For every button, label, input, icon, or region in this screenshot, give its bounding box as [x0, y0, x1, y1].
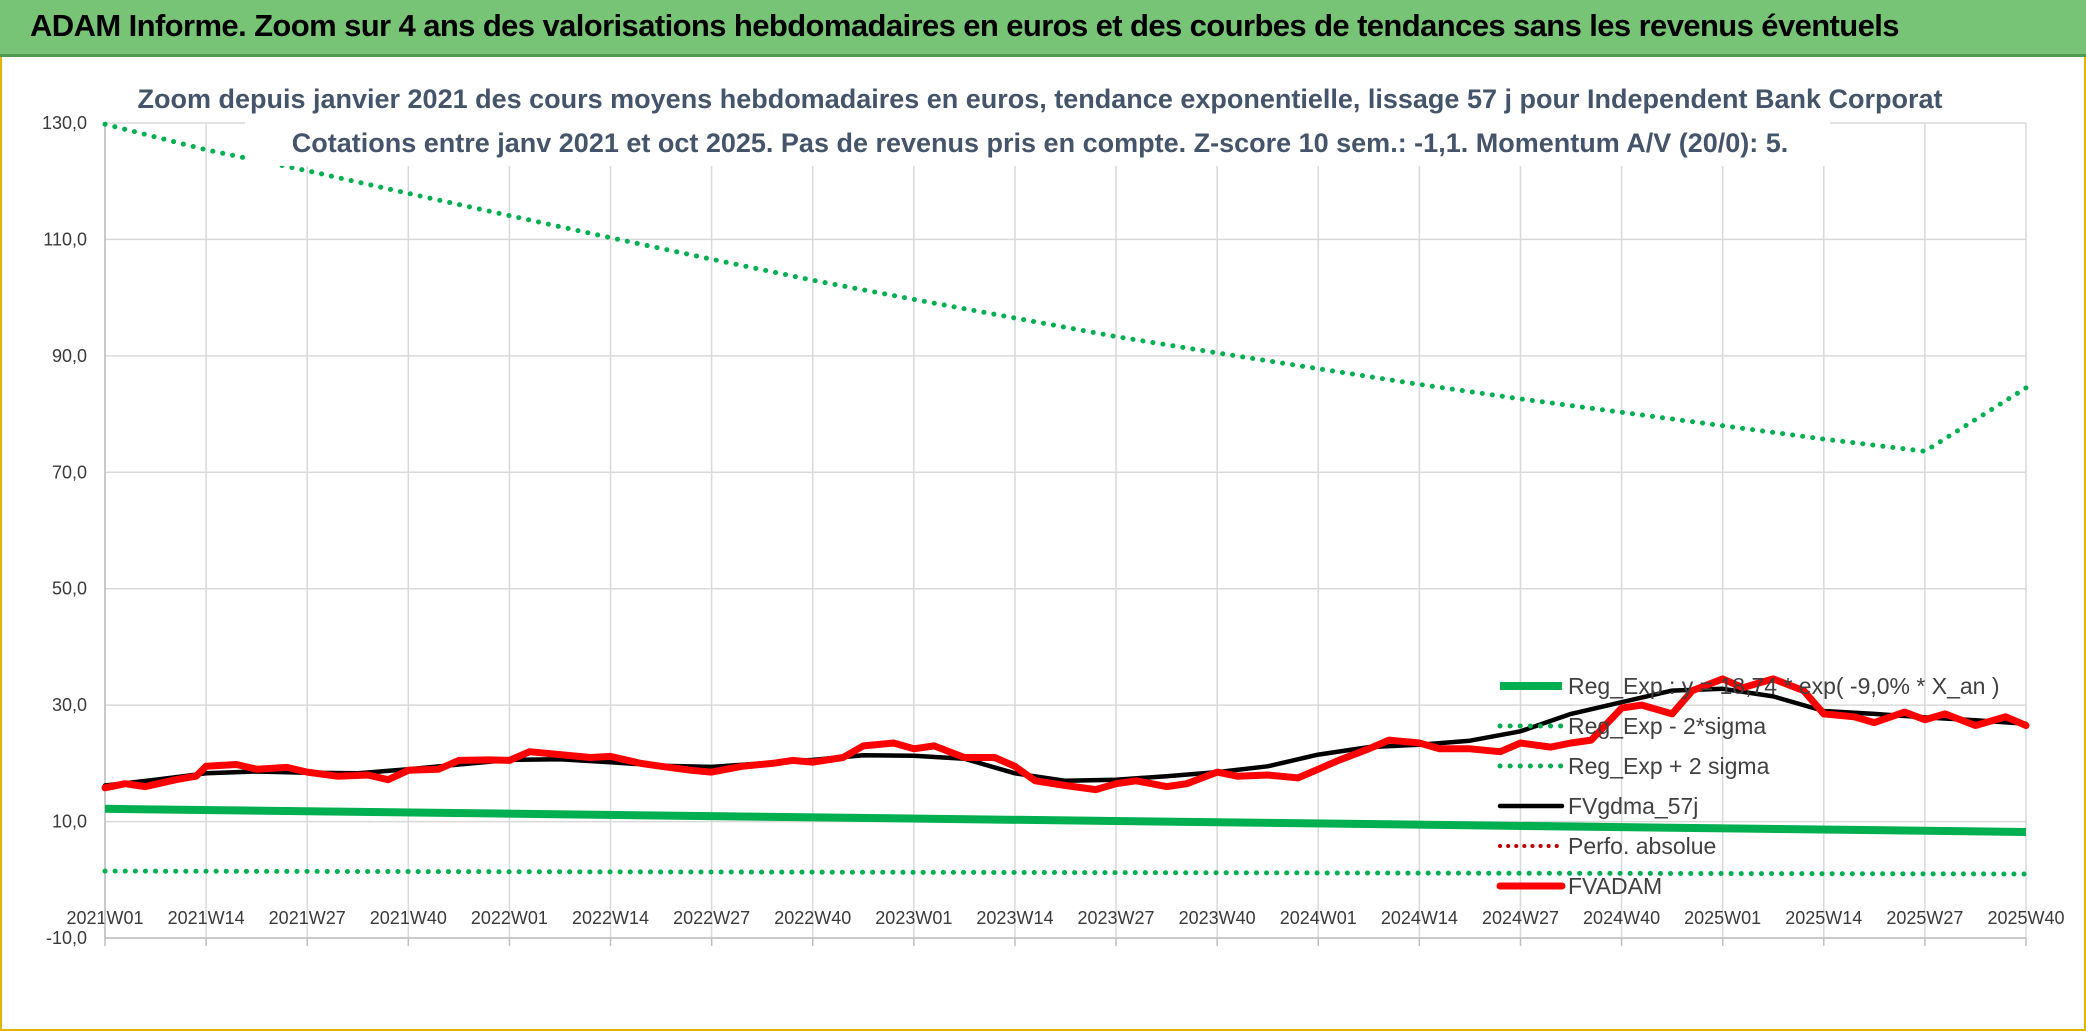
- chart-title-background: [245, 78, 1830, 166]
- legend-label: Perfo. absolue: [1568, 833, 1716, 859]
- y-tick-label: 30,0: [52, 695, 87, 715]
- chart-subtitle: Cotations entre janv 2021 et oct 2025. P…: [292, 128, 1789, 158]
- y-tick-label: 70,0: [52, 462, 87, 482]
- x-tick-label: 2021W27: [269, 908, 346, 928]
- chart-titles: Zoom depuis janvier 2021 des cours moyen…: [137, 78, 1943, 166]
- legend-label: FVADAM: [1568, 873, 1662, 899]
- chart-title: Zoom depuis janvier 2021 des cours moyen…: [137, 84, 1942, 114]
- x-tick-label: 2024W14: [1381, 908, 1458, 928]
- reg-exp-plus-2sigma-line: [102, 121, 2029, 454]
- x-tick-label: 2021W14: [168, 908, 245, 928]
- x-tick-label: 2023W14: [976, 908, 1053, 928]
- x-tick-label: 2024W27: [1482, 908, 1559, 928]
- chart-axes: 130,0 110,0 90,0 70,0 50,0 30,0 10,0 -10,0 2021W…: [42, 113, 2065, 948]
- legend-label: FVgdma_57j: [1568, 793, 1698, 819]
- x-tick-label: 2023W40: [1179, 908, 1256, 928]
- x-tick-label: 2022W40: [774, 908, 851, 928]
- x-tick-label: 2023W27: [1078, 908, 1155, 928]
- legend-label: Reg_Exp : y = 18,74 * exp( -9,0% * X_an …: [1568, 673, 2000, 699]
- x-tick-label: 2022W01: [471, 908, 548, 928]
- x-tick-label: 2022W27: [673, 908, 750, 928]
- x-tick-label: 2022W14: [572, 908, 649, 928]
- report-title: ADAM Informe. Zoom sur 4 ans des valoris…: [30, 8, 1900, 43]
- x-tick-label: 2025W40: [1987, 908, 2064, 928]
- reg-exp-line: [104, 804, 2027, 836]
- chart-legend: Reg_Exp : y = 18,74 * exp( -9,0% * X_an …: [1496, 673, 2000, 899]
- x-tick-label: 2023W01: [875, 908, 952, 928]
- y-tick-label: 50,0: [52, 579, 87, 599]
- x-tick-label: 2021W40: [370, 908, 447, 928]
- y-tick-label: -10,0: [46, 928, 87, 948]
- x-tick-label: 2025W14: [1785, 908, 1862, 928]
- report-banner: ADAM Informe. Zoom sur 4 ans des valoris…: [0, 0, 2086, 57]
- y-tick-label: 10,0: [52, 812, 87, 832]
- y-tick-label: 110,0: [43, 229, 87, 249]
- chart-series: [101, 121, 2030, 877]
- fvadam-line: [101, 675, 2030, 794]
- y-tick-label: 90,0: [52, 346, 87, 366]
- x-tick-label: 2025W27: [1886, 908, 1963, 928]
- legend-label: Reg_Exp - 2*sigma: [1568, 713, 1766, 739]
- legend-label: Reg_Exp + 2 sigma: [1568, 753, 1770, 779]
- x-tick-label: 2024W40: [1583, 908, 1660, 928]
- x-tick-label: 2024W01: [1280, 908, 1357, 928]
- x-tick-label: 2025W01: [1684, 908, 1761, 928]
- reg-exp-minus-2sigma-line: [102, 868, 2029, 877]
- y-tick-label: 130,0: [42, 113, 87, 133]
